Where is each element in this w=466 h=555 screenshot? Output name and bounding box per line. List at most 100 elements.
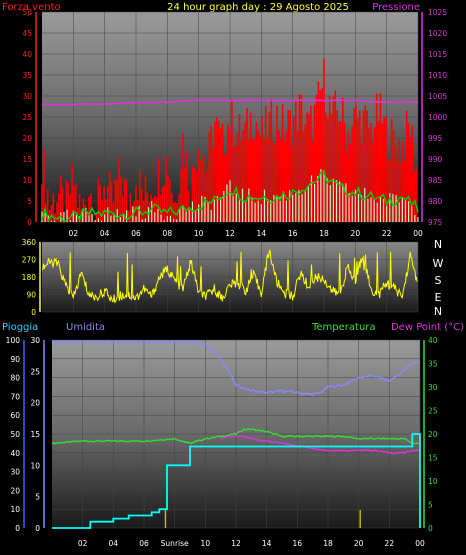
- wind-tick-label-30: 30: [22, 92, 32, 101]
- humidity-tick-label-30: 30: [10, 468, 20, 477]
- rain-tick-label-5: 5: [35, 493, 40, 502]
- direction-tick-label-270: 270: [22, 256, 37, 265]
- direction-tick-label-90: 90: [26, 291, 36, 300]
- rain-line: [52, 433, 421, 529]
- pressure-tick-label-980: 980: [428, 197, 443, 206]
- climate-hour-tick-label-16: 16: [293, 539, 303, 548]
- climate-hour-tick-label-Sunrise: Sunrise: [161, 539, 189, 548]
- wind-pressure-axes: 0510152025303540455097598098599099510001…: [22, 8, 447, 238]
- pressure-tick-label-985: 985: [428, 176, 443, 185]
- climate-hour-tick-label-10: 10: [201, 539, 211, 548]
- temp-humidity-rain-series: [51, 339, 421, 529]
- wind-direction-axes: 0 90 180 270 360: [22, 238, 41, 317]
- compass-labels: N W S E N: [433, 238, 444, 318]
- hour-tick-label-10: 10: [194, 229, 204, 238]
- temperature-tick-label-10: 10: [428, 477, 438, 486]
- climate-hour-tick-label-00: 00: [415, 539, 425, 548]
- compass-label-e: E: [435, 291, 442, 304]
- direction-tick-label-0: 0: [31, 308, 36, 317]
- wind-gust-series: [41, 169, 419, 222]
- pressure-line: [41, 98, 419, 106]
- humidity-tick-label-80: 80: [10, 374, 20, 383]
- wind-tick-label-20: 20: [22, 134, 32, 143]
- hour-tick-label-14: 14: [257, 229, 267, 238]
- humidity-line: [51, 339, 421, 397]
- wind-tick-label-50: 50: [22, 8, 32, 17]
- wind-direction-panel: 0 90 180 270 360: [22, 238, 419, 317]
- hour-tick-label-12: 12: [225, 229, 235, 238]
- compass-label-n-bottom: N: [434, 305, 442, 318]
- climate-hour-tick-label-18: 18: [323, 539, 333, 548]
- climate-hour-tick-label-22: 22: [385, 539, 395, 548]
- wind-tick-label-40: 40: [22, 50, 32, 59]
- humidity-tick-label-50: 50: [10, 430, 20, 439]
- hour-tick-label-06: 06: [131, 229, 141, 238]
- hour-tick-label-18: 18: [319, 229, 329, 238]
- temperature-tick-label-35: 35: [428, 360, 438, 369]
- rain-tick-label-0: 0: [35, 524, 40, 533]
- climate-hour-tick-label-12: 12: [231, 539, 241, 548]
- hour-tick-label-16: 16: [288, 229, 298, 238]
- pressure-tick-label-975: 975: [428, 218, 443, 227]
- humidity-tick-label-70: 70: [10, 392, 20, 401]
- temperature-tick-label-20: 20: [428, 430, 438, 439]
- rain-tick-label-30: 30: [30, 336, 40, 345]
- temperature-line: [51, 427, 421, 445]
- wind-pressure-series: [41, 58, 419, 223]
- temp-humidity-rain-panel: 0 10 20 30 40 50 60 70 80 90 10 00 5 10 15 20 25 30 0 5 10 15…: [6, 336, 438, 548]
- wind-tick-label-45: 45: [22, 29, 32, 38]
- temperature-tick-label-40: 40: [428, 336, 438, 345]
- direction-tick-label-360: 360: [22, 238, 37, 247]
- direction-tick-label-180: 180: [22, 273, 37, 282]
- wind-tick-label-5: 5: [27, 197, 32, 206]
- climate-hour-tick-label-06: 06: [139, 539, 149, 548]
- rain-tick-label-15: 15: [30, 430, 40, 439]
- pressure-tick-label-995: 995: [428, 134, 443, 143]
- hour-tick-label-20: 20: [351, 229, 361, 238]
- wind-gust-line: [41, 171, 419, 223]
- hour-tick-label-22: 22: [382, 229, 392, 238]
- dewpoint-axis-title: Dew Point (°C): [391, 322, 464, 333]
- pressure-tick-label-1020: 1020: [428, 29, 447, 38]
- humidity-tick-label-20: 20: [10, 486, 20, 495]
- compass-label-s: S: [435, 274, 442, 287]
- hour-tick-label-08: 08: [163, 229, 173, 238]
- pressure-axis-title: Pressione: [372, 2, 420, 13]
- humidity-tick-label-40: 40: [10, 449, 20, 458]
- wind-tick-label-15: 15: [22, 155, 32, 164]
- wind-tick-label-35: 35: [22, 71, 32, 80]
- humidity-tick-label-10: 10: [10, 505, 20, 514]
- temperature-tick-label-15: 15: [428, 454, 438, 463]
- climate-hour-tick-label-04: 04: [109, 539, 119, 548]
- temperature-axis-title: Temperatura: [311, 322, 376, 333]
- wind-axis-title: Forza vento: [2, 2, 61, 13]
- temperature-tick-label-5: 5: [428, 501, 433, 510]
- temperature-tick-label-25: 25: [428, 407, 438, 416]
- humidity-tick-label-90: 90: [10, 355, 20, 364]
- climate-hour-tick-label-02: 02: [78, 539, 88, 548]
- pressure-tick-label-1000: 1000: [428, 113, 447, 122]
- climate-hour-tick-label-20: 20: [354, 539, 364, 548]
- wind-tick-label-25: 25: [22, 113, 32, 122]
- pressure-tick-label-1005: 1005: [428, 92, 447, 101]
- humidity-tick-label-60: 60: [10, 411, 20, 420]
- pressure-tick-label-1010: 1010: [428, 71, 447, 80]
- humidity-tick-label-0: 0: [15, 524, 20, 533]
- wind-pressure-panel: 0510152025303540455097598098599099510001…: [22, 8, 447, 238]
- pressure-tick-label-1015: 1015: [428, 50, 447, 59]
- chart-title: 24 hour graph day : 29 Agosto 2025: [167, 2, 349, 13]
- hour-tick-label-04: 04: [100, 229, 110, 238]
- pressure-tick-label-1025: 1025: [428, 8, 447, 17]
- compass-label-n-top: N: [434, 238, 442, 251]
- wind-tick-label-0: 0: [27, 218, 32, 227]
- hour-tick-label-02: 02: [69, 229, 79, 238]
- temp-humidity-rain-axes: 0 10 20 30 40 50 60 70 80 90 10 00 5 10 15 20 25 30 0 5 10 15…: [6, 336, 438, 548]
- wind-direction-series: [41, 249, 418, 304]
- hour-tick-label-00: 00: [413, 229, 423, 238]
- compass-label-w: W: [433, 257, 444, 270]
- rain-tick-label-10: 10: [30, 461, 40, 470]
- wind-tick-label-10: 10: [22, 176, 32, 185]
- rain-tick-label-25: 25: [30, 367, 40, 376]
- temperature-tick-label-30: 30: [428, 383, 438, 392]
